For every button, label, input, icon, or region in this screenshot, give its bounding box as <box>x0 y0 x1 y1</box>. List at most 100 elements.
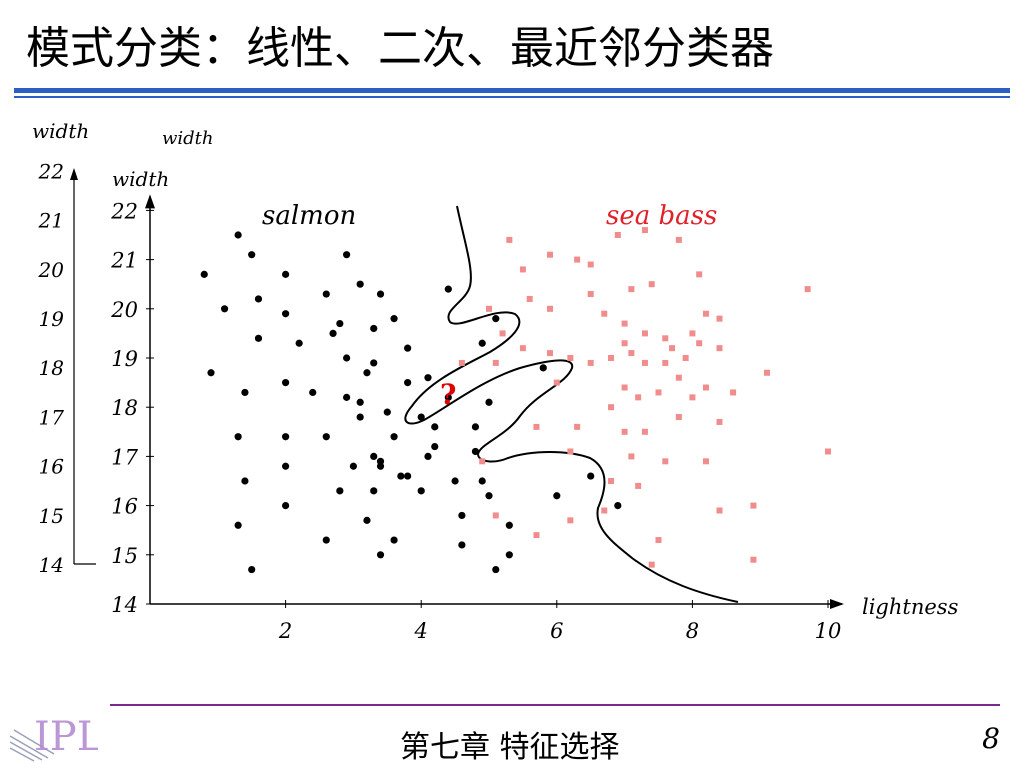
bg-y-axis-label-2: width <box>162 128 214 149</box>
salmon-point <box>356 398 364 406</box>
salmon-point <box>390 433 398 441</box>
bg-y-tick-label: 16 <box>39 455 65 479</box>
salmon-point <box>444 393 452 401</box>
salmon-point <box>254 334 263 342</box>
sea-bass-point <box>608 478 615 484</box>
salmon-point <box>322 290 330 298</box>
salmon-point <box>282 270 290 278</box>
y-tick-label: 20 <box>110 298 138 322</box>
bg-y-arrow <box>70 168 78 180</box>
salmon-point <box>444 285 452 293</box>
sea-bass-point <box>669 345 676 352</box>
sea-bass-point <box>601 507 608 514</box>
sea-bass-point <box>567 517 574 524</box>
sea-bass-point <box>628 453 635 460</box>
salmon-point <box>343 354 351 362</box>
chapter-footer: 第七章 特征选择 <box>400 730 620 765</box>
sea-bass-point <box>492 512 499 519</box>
salmon-point <box>458 541 466 549</box>
sea-bass-point <box>675 414 682 421</box>
sea-bass-point <box>825 448 831 455</box>
sea-bass-point <box>567 355 574 361</box>
salmon-point <box>322 433 330 441</box>
sea-bass-point <box>587 291 594 298</box>
salmon-point <box>356 413 364 421</box>
sea-bass-point <box>492 359 499 366</box>
sea-bass-point <box>621 384 628 391</box>
y-tick-label: 16 <box>111 495 138 519</box>
salmon-point <box>220 305 229 313</box>
sea-bass-point <box>750 556 757 563</box>
salmon-point <box>248 565 256 574</box>
x-axis-label: lightness <box>862 595 959 619</box>
x-tick-label: 4 <box>414 619 428 643</box>
bg-y-tick-label: 17 <box>39 405 65 429</box>
y-tick-label: 21 <box>110 249 138 273</box>
sea-bass-point <box>702 458 709 465</box>
x-tick-label: 6 <box>550 619 563 643</box>
sea-bass-point <box>662 335 669 342</box>
sea-bass-point <box>574 423 581 430</box>
salmon-point <box>241 388 249 397</box>
salmon-point <box>343 393 351 401</box>
chart-labels: salmon sea bass? <box>262 201 717 411</box>
sea-bass-point <box>567 448 574 455</box>
logo-text: IPL <box>34 714 98 760</box>
sea-bass-point <box>621 340 628 347</box>
salmon-point <box>471 423 480 431</box>
sea-bass-point <box>587 359 594 366</box>
salmon-point <box>383 408 391 416</box>
sea-bass-point <box>547 251 554 258</box>
sea-bass-label: sea bass <box>606 201 717 231</box>
bg-y-tick-label: 15 <box>39 504 64 528</box>
sea-bass-point <box>696 340 703 347</box>
salmon-point <box>363 516 371 524</box>
salmon-point <box>424 374 432 382</box>
scatter-figure: width width 14 15 16 17 18 19 20 21 22 14 15 16 17 18 1… <box>32 119 959 643</box>
data-points <box>200 227 831 574</box>
ipl-logo: IPL <box>9 714 98 762</box>
salmon-point <box>404 379 412 387</box>
x-tick-label: 10 <box>815 619 842 643</box>
bg-y-tick-label: 20 <box>38 258 65 282</box>
salmon-point <box>322 536 330 544</box>
y-tick-label: 18 <box>111 396 138 420</box>
salmon-point <box>282 502 290 510</box>
salmon-point <box>505 521 513 529</box>
sea-bass-point <box>662 458 669 465</box>
sea-bass-point <box>635 394 642 401</box>
salmon-point <box>363 369 371 377</box>
sea-bass-point <box>614 232 621 238</box>
salmon-point <box>390 315 398 323</box>
y-tick-label: 14 <box>111 593 138 617</box>
bg-y-tick-label: 19 <box>39 307 65 331</box>
sea-bass-point <box>675 236 682 243</box>
title-rule <box>14 88 1010 93</box>
salmon-point <box>295 339 303 347</box>
footer-rule <box>110 704 1000 706</box>
y-axis-arrow <box>145 194 155 209</box>
sea-bass-point <box>608 404 615 411</box>
salmon-point <box>254 295 263 303</box>
salmon-point <box>431 423 439 431</box>
sea-bass-point <box>641 330 648 337</box>
sea-bass-point <box>506 236 513 243</box>
boundary-curve <box>404 205 739 603</box>
sea-bass-point <box>547 305 554 312</box>
sea-bass-point <box>716 507 723 514</box>
salmon-point <box>485 398 493 406</box>
sea-bass-point <box>608 355 615 361</box>
salmon-point <box>349 462 357 470</box>
sea-bass-point <box>702 384 709 391</box>
salmon-point <box>587 472 595 480</box>
sea-bass-point <box>696 271 703 278</box>
decision-boundary <box>404 205 739 603</box>
sea-bass-point <box>689 394 696 401</box>
salmon-point <box>505 551 513 559</box>
background-axes: width width 14 15 16 17 18 19 20 21 22 <box>32 119 214 577</box>
sea-bass-point <box>763 369 770 376</box>
salmon-point <box>336 319 344 328</box>
sea-bass-point <box>621 428 628 435</box>
salmon-point <box>424 452 432 460</box>
salmon-point <box>248 251 256 259</box>
